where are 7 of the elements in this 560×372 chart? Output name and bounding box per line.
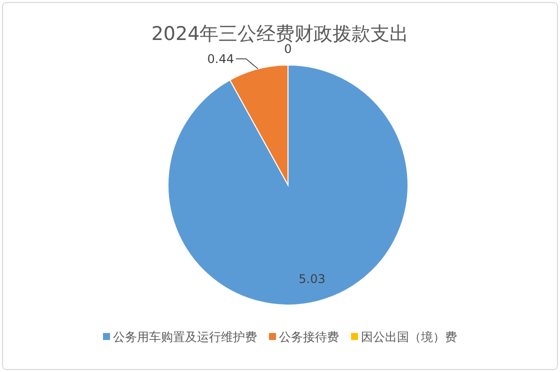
legend-label: 因公出国（境）费 [361,330,457,344]
legend-label: 公务用车购置及运行维护费 [113,330,257,344]
data-label: 0.44 [207,52,234,66]
data-label: 5.03 [298,272,326,286]
legend-label: 公务接待费 [279,330,339,344]
chart-title: 2024年三公经费财政拨款支出 [151,23,409,45]
text: 0 [284,42,292,56]
